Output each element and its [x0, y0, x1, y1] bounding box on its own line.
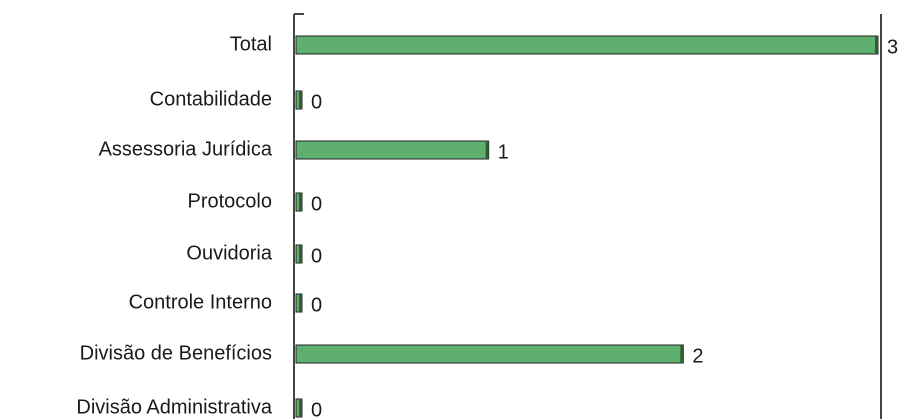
bars-group — [295, 35, 879, 418]
category-label-7: Divisão Administrativa — [76, 396, 273, 418]
category-label-0: Total — [230, 33, 272, 55]
bar-cap-6 — [680, 345, 684, 363]
value-label-3: 0 — [311, 193, 322, 215]
bar-2 — [295, 140, 490, 160]
value-label-0: 3 — [887, 36, 898, 58]
category-label-1: Contabilidade — [150, 88, 272, 110]
bar-0 — [295, 35, 879, 55]
value-label-1: 0 — [311, 91, 322, 113]
value-label-2: 1 — [498, 141, 509, 163]
value-label-4: 0 — [311, 245, 322, 267]
plot-frame — [293, 13, 882, 419]
category-label-5: Controle Interno — [129, 291, 272, 313]
category-label-6: Divisão de Benefícios — [80, 342, 272, 364]
bar-cap-5 — [299, 294, 302, 312]
bar-cap-0 — [875, 36, 878, 54]
bar-cap-2 — [485, 141, 489, 159]
bar-cap-7 — [299, 399, 302, 417]
category-label-3: Protocolo — [188, 190, 273, 212]
bar-cap-1 — [299, 91, 302, 109]
category-label-2: Assessoria Jurídica — [99, 138, 273, 160]
bar-cap-4 — [299, 245, 302, 263]
value-labels: 3 0 1 0 0 0 2 0 — [311, 36, 898, 419]
category-label-4: Ouvidoria — [186, 242, 272, 264]
category-labels: Total Contabilidade Assessoria Jurídica Pro… — [76, 33, 273, 418]
value-label-7: 0 — [311, 399, 322, 419]
value-label-5: 0 — [311, 294, 322, 316]
bar-cap-3 — [299, 193, 302, 211]
value-label-6: 2 — [692, 345, 703, 367]
bar-6 — [295, 344, 684, 364]
